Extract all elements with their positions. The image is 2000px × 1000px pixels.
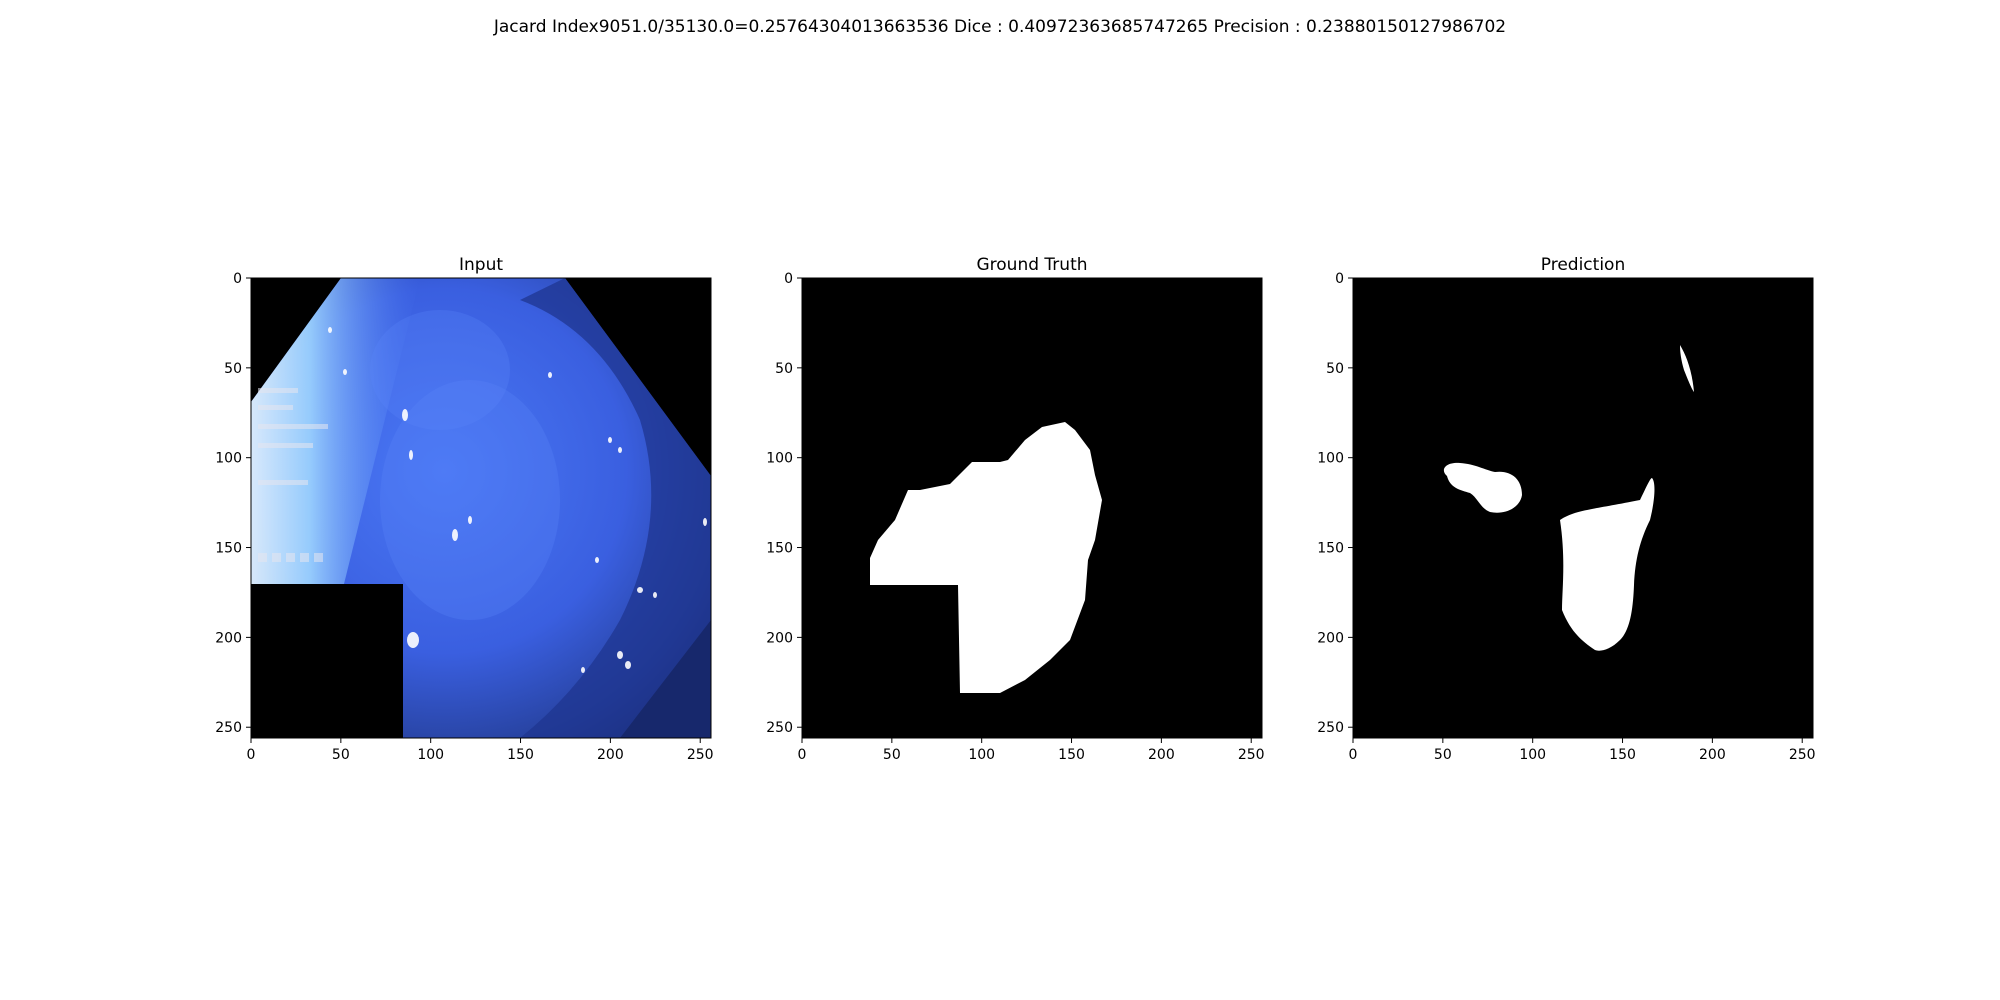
input-axes-frame — [250, 277, 712, 739]
prediction-title: Prediction — [1541, 255, 1625, 275]
prediction-axes-frame — [1352, 277, 1814, 739]
prediction-blob-large — [1560, 478, 1655, 651]
figure-title: Jacard Index9051.0/35130.0=0.25764304013… — [493, 17, 1507, 37]
x-tick-label: 150 — [1058, 747, 1085, 763]
y-tick-label: 0 — [784, 271, 793, 287]
x-tick-label: 250 — [687, 747, 714, 763]
y-tick-label: 200 — [1317, 630, 1344, 646]
x-tick-label: 50 — [332, 747, 350, 763]
y-tick-label: 200 — [215, 630, 242, 646]
input-title: Input — [459, 255, 503, 275]
y-tick-label: 0 — [1335, 271, 1344, 287]
ground-truth-axes-frame — [801, 277, 1263, 739]
y-tick-label: 50 — [775, 361, 793, 377]
y-tick-label: 0 — [233, 271, 242, 287]
x-tick-label: 200 — [597, 747, 624, 763]
x-tick-label: 250 — [1789, 747, 1816, 763]
input-image — [251, 278, 711, 738]
y-tick-label: 100 — [1317, 451, 1344, 467]
y-tick-label: 150 — [766, 541, 793, 557]
x-tick-label: 100 — [968, 747, 995, 763]
axis-ticks: 0 50 100 150 200 250 0 50 100 150 200 250 0 50 100 150 2… — [215, 271, 1815, 763]
x-tick-label: 200 — [1699, 747, 1726, 763]
ground-truth-panel: Ground Truth — [801, 255, 1263, 739]
x-tick-label: 200 — [1148, 747, 1175, 763]
x-tick-label: 50 — [1434, 747, 1452, 763]
y-tick-label: 100 — [215, 451, 242, 467]
prediction-panel: Prediction — [1352, 255, 1814, 739]
y-tick-label: 200 — [766, 630, 793, 646]
y-tick-label: 50 — [1326, 361, 1344, 377]
y-tick-label: 150 — [215, 541, 242, 557]
prediction-blob-sliver — [1680, 345, 1694, 392]
x-tick-label: 0 — [798, 747, 807, 763]
y-tick-label: 150 — [1317, 541, 1344, 557]
prediction-blob-small — [1443, 462, 1522, 513]
y-tick-label: 250 — [1317, 720, 1344, 736]
x-tick-label: 100 — [417, 747, 444, 763]
x-tick-label: 0 — [247, 747, 256, 763]
x-tick-label: 0 — [1349, 747, 1358, 763]
y-tick-label: 100 — [766, 451, 793, 467]
x-tick-label: 250 — [1238, 747, 1265, 763]
prediction-image — [1353, 278, 1813, 738]
x-tick-label: 150 — [1609, 747, 1636, 763]
y-tick-label: 50 — [224, 361, 242, 377]
ground-truth-title: Ground Truth — [976, 255, 1087, 275]
input-panel: Input — [250, 255, 712, 739]
x-tick-label: 100 — [1519, 747, 1546, 763]
x-tick-label: 150 — [507, 747, 534, 763]
ground-truth-mask — [870, 422, 1102, 693]
x-tick-label: 50 — [883, 747, 901, 763]
y-tick-label: 250 — [766, 720, 793, 736]
y-tick-label: 250 — [215, 720, 242, 736]
